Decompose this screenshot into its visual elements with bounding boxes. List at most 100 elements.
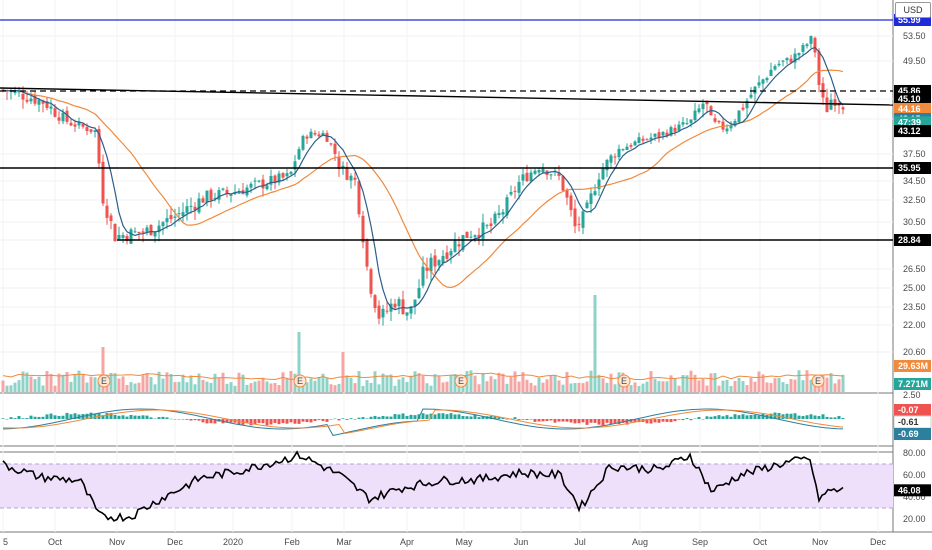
volume-bar [313,380,317,392]
volume-bar [145,373,149,392]
volume-bar [221,372,225,392]
volume-bar [261,377,265,392]
price-candle [209,189,213,201]
macd-histogram-bar [561,419,565,422]
price-candle [237,191,241,194]
time-axis-label[interactable]: Oct [753,537,768,547]
time-axis-label[interactable]: 2020 [223,537,243,547]
macd-histogram-bar [37,416,41,419]
volume-bar [433,374,437,392]
price-candle [737,110,741,123]
price-candle [21,93,25,100]
price-candle [421,266,425,286]
earnings-icon[interactable] [454,374,468,388]
price-candle [253,180,257,182]
macd-histogram-bar [337,419,341,421]
time-axis-label[interactable]: Jul [574,537,586,547]
volume-bar [213,373,217,392]
price-candle [465,231,469,238]
time-axis-label[interactable]: May [455,537,473,547]
volume-bar [781,382,785,392]
macd-histogram-bar [1,418,5,419]
macd-histogram-bar [717,415,721,419]
macd-histogram-bar [701,419,705,420]
price-candle [797,53,801,56]
macd-histogram-bar [257,419,261,424]
earnings-icon[interactable] [811,374,825,388]
price-candle [841,107,845,110]
time-axis-label[interactable]: Feb [284,537,300,547]
earnings-icon[interactable] [97,374,111,388]
price-candle [265,185,269,190]
price-candle [833,99,837,106]
price-axis-tick: 37.50 [903,149,926,159]
price-candle [101,161,105,204]
volume-bar [321,373,325,392]
price-candle [477,234,481,238]
macd-tag-label: -0.61 [898,417,919,427]
macd-histogram-bar [437,413,441,419]
macd-histogram-bar [249,419,253,426]
macd-histogram-bar [805,415,809,419]
macd-histogram-bar [297,419,301,424]
macd-histogram-bar [157,417,161,419]
volume-bar [317,377,321,392]
time-axis-label[interactable]: Mar [336,537,352,547]
time-axis-label[interactable]: Nov [109,537,126,547]
macd-histogram-bar [577,419,581,424]
volume-bar [649,371,653,392]
price-candle [373,295,377,309]
price-axis-tick: 53.50 [903,31,926,41]
macd-histogram-bar [321,419,325,422]
volume-bar [49,373,53,392]
volume-bar [601,378,605,392]
time-axis-label[interactable]: Dec [167,537,184,547]
volume-bar [549,375,553,392]
volume-bar [473,375,477,392]
macd-histogram-bar [309,419,313,423]
price-tag-label: 45.86 [898,86,921,96]
macd-histogram-bar [213,419,217,424]
price-candle [537,170,541,173]
price-tag [894,116,931,129]
volume-bar [393,385,397,392]
price-candle [309,131,313,139]
volume-bar [429,385,433,392]
macd-histogram-bar [85,413,89,419]
volume-bar [21,371,25,392]
price-candle [225,189,229,194]
macd-histogram-bar [533,419,537,422]
volume-bar [397,379,401,392]
earnings-icon[interactable] [293,374,307,388]
time-axis-label[interactable]: 5 [3,537,8,547]
macd-histogram-bar [109,413,113,419]
volume-bar [205,381,209,392]
macd-histogram-bar [477,417,481,419]
macd-histogram-bar [797,415,801,419]
macd-histogram-bar [521,419,525,420]
time-axis-label[interactable]: Aug [632,537,648,547]
macd-histogram-bar [385,416,389,419]
macd-histogram-bar [613,419,617,424]
macd-histogram-bar [93,414,97,419]
currency-label[interactable]: USD [895,2,931,18]
price-candle [17,90,21,93]
time-axis-label[interactable]: Jun [514,537,529,547]
volume-bar [609,373,613,392]
macd-histogram-bar [673,419,677,422]
volume-bar [421,375,425,392]
earnings-icon[interactable] [617,374,631,388]
time-axis-label[interactable]: Oct [48,537,63,547]
time-axis-label[interactable]: Sep [692,537,708,547]
volume-bar [81,374,85,392]
time-axis-label[interactable]: Dec [870,537,887,547]
price-candle [817,51,821,86]
time-axis-label[interactable]: Apr [400,537,414,547]
macd-histogram-bar [557,419,561,422]
volume-bar [657,381,661,392]
macd-histogram-bar [173,419,177,420]
price-candle [321,132,325,136]
time-axis-label[interactable]: Nov [812,537,829,547]
